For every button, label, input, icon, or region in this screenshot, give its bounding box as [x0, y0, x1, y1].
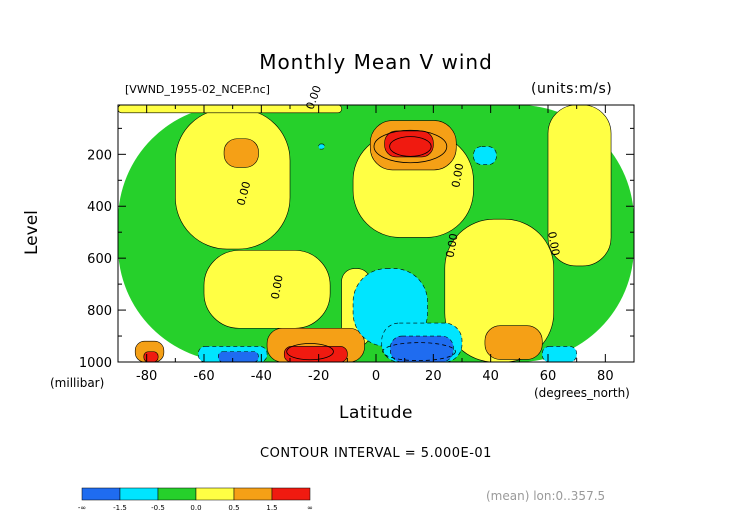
contour-region: [484, 325, 543, 360]
colorbar-label: -1.5: [113, 504, 127, 512]
contour-region: [203, 250, 331, 329]
contour-label: 0.00: [234, 180, 253, 207]
y-axis: 200 400 600 800 1000: [79, 127, 634, 371]
x-axis-unit: (degrees_north): [534, 386, 630, 400]
x-tick-label: 20: [425, 369, 442, 384]
contour-line-layer: [286, 129, 456, 362]
y-axis-unit: (millibar): [50, 376, 105, 390]
x-tick-label: -60: [193, 369, 214, 384]
y-tick-label: 600: [87, 252, 112, 267]
contour-ring: [382, 342, 456, 362]
contour-ring: [389, 136, 432, 157]
contour-label: 0.00: [449, 162, 466, 188]
colorbar-swatch: [233, 487, 273, 501]
colorbar-label: -0.5: [151, 504, 165, 512]
x-tick-label: 0: [372, 369, 380, 384]
colorbar-label: 0.5: [228, 504, 239, 512]
y-tick-label: 1000: [79, 356, 112, 371]
contour-region: [318, 143, 325, 150]
units-label: (units:m/s): [531, 81, 613, 97]
contour-region: [223, 138, 259, 168]
contour-ring: [286, 343, 334, 361]
contour-region: [390, 335, 454, 362]
chart-title: Monthly Mean V wind: [259, 50, 493, 74]
x-tick-label: 80: [597, 369, 614, 384]
colorbar-label: ∞: [307, 504, 313, 512]
colorbar-swatch: [195, 487, 235, 501]
y-tick-label: 800: [87, 304, 112, 319]
colorbar-swatch: [157, 487, 197, 501]
x-tick-label: -80: [136, 369, 157, 384]
contour-label: 0.00: [269, 274, 286, 300]
x-tick-label: -40: [251, 369, 272, 384]
x-axis: -80 -60 -40 -20 0 20 40 60 80: [117, 105, 635, 384]
contour-label: 0.00: [444, 232, 461, 258]
x-tick-label: -20: [308, 369, 329, 384]
contour-fill-layer: [118, 105, 634, 362]
contour-region: [547, 105, 612, 267]
contour-ring: [373, 129, 448, 164]
contour-labels: 0.000.000.000.000.00 0.00: [234, 84, 562, 300]
y-axis-title: Level: [22, 210, 42, 255]
y-tick-label: 200: [87, 148, 112, 163]
colorbar-swatch: [81, 487, 121, 501]
contour-region: [541, 346, 577, 362]
contour-label: 0.00: [545, 230, 562, 256]
contour-interval-label: CONTOUR INTERVAL = 5.000E-01: [260, 446, 492, 461]
colorbar-swatch: [119, 487, 159, 501]
colorbar-label: 0.0: [190, 504, 201, 512]
contour-region: [384, 130, 434, 158]
contour-region: [283, 346, 348, 362]
contour-region: [218, 351, 259, 362]
colorbar-label: 1.5: [266, 504, 277, 512]
x-axis-title: Latitude: [339, 403, 413, 423]
colorbar-label: -∞: [78, 504, 86, 512]
x-tick-label: 60: [540, 369, 557, 384]
mean-note: (mean) lon:0..357.5: [486, 489, 606, 503]
contour-region: [143, 351, 159, 362]
contour-region: [118, 105, 342, 114]
contour-region: [175, 108, 291, 250]
file-label: [VWND_1955-02_NCEP.nc]: [125, 83, 270, 96]
colorbar: -∞ -1.5 -0.5 0.0 0.5 1.5 ∞: [78, 487, 313, 512]
colorbar-swatch: [271, 487, 311, 501]
y-tick-label: 400: [87, 200, 112, 215]
contour-region: [473, 146, 497, 166]
x-tick-label: 40: [482, 369, 499, 384]
